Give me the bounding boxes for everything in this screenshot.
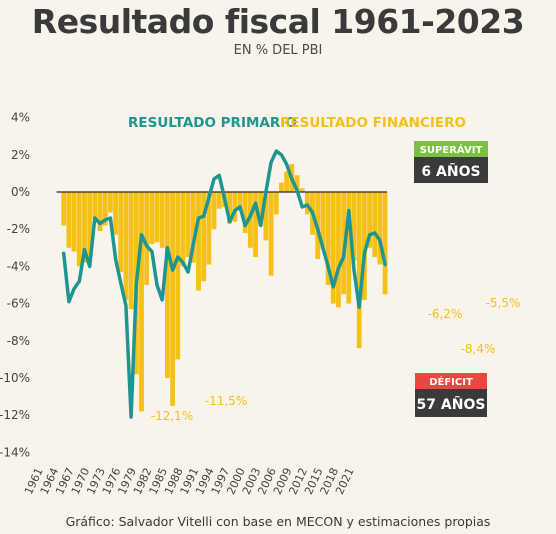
financial-bar	[263, 192, 269, 241]
financial-bar	[201, 192, 207, 282]
annotation-1982: -11,5%	[205, 394, 247, 408]
financial-bar	[206, 192, 212, 265]
financial-bar	[242, 192, 248, 233]
y-tick-label: -12%	[0, 408, 30, 422]
x-axis-ticks: 1961196419671970197319761979198219851988…	[22, 466, 357, 497]
financial-bar	[336, 192, 341, 308]
financial-bar	[299, 188, 305, 192]
financial-bar	[330, 192, 336, 304]
y-axis-ticks: 4% 2% 0% -2% -4% -6% -8% -10% -12% -14%	[0, 111, 30, 460]
financial-bar	[144, 192, 150, 285]
financial-bar	[237, 192, 243, 211]
financial-bar	[107, 192, 113, 213]
financial-bar	[190, 192, 196, 263]
financial-bar	[211, 192, 217, 230]
financial-bar	[273, 192, 279, 215]
financial-bar	[118, 192, 124, 272]
financial-bar	[216, 192, 222, 209]
financial-bar	[159, 192, 165, 248]
financial-bar	[123, 192, 129, 300]
y-tick-label: -14%	[0, 445, 30, 459]
chart-title: Resultado fiscal 1961-2023	[31, 2, 525, 41]
financial-bar	[165, 192, 170, 378]
annotation-2014: -6,2%	[428, 307, 463, 321]
annotations: -12,1% -11,5% -6,2% -8,4% -5,5%	[151, 296, 521, 423]
financial-bar	[66, 192, 72, 248]
superavit-label: SUPERÁVIT	[420, 143, 483, 156]
financial-bar	[304, 192, 310, 215]
financial-bar	[185, 192, 191, 258]
financial-bar	[232, 192, 238, 222]
financial-bar	[346, 192, 352, 304]
financial-bar	[139, 192, 144, 412]
financial-bar	[102, 192, 108, 226]
financial-bar	[71, 192, 77, 252]
deficit-badge: DÉFICIT 57 AÑOS	[415, 373, 487, 417]
annotation-2023: -5,5%	[486, 296, 521, 310]
financial-bar	[87, 192, 93, 259]
financial-bar	[175, 192, 181, 360]
y-tick-label: -4%	[7, 259, 30, 273]
legend-primary: RESULTADO PRIMARIO	[128, 115, 297, 131]
superavit-value: 6 AÑOS	[421, 163, 480, 180]
primary-line-group	[61, 149, 387, 419]
y-tick-label: 0%	[11, 185, 30, 199]
legend-financial: RESULTADO FINANCIERO	[280, 115, 466, 131]
financial-bar	[351, 192, 357, 261]
deficit-value: 57 AÑOS	[417, 396, 486, 413]
financial-bar	[154, 192, 160, 243]
annotation-1976: -12,1%	[151, 409, 193, 423]
financial-bar	[258, 192, 264, 226]
source-note: Gráfico: Salvador Vitelli con base en ME…	[65, 514, 491, 529]
financial-bar	[180, 192, 186, 267]
financial-bar	[320, 192, 326, 250]
financial-bar	[92, 192, 98, 219]
annotation-2016: -8,4%	[461, 342, 496, 356]
financial-bar	[377, 192, 383, 265]
legend: RESULTADO PRIMARIO RESULTADO FINANCIERO	[128, 115, 466, 131]
financial-bar	[382, 192, 388, 295]
y-tick-label: 2%	[11, 148, 30, 162]
financial-bar	[253, 192, 258, 258]
financial-bar	[196, 192, 201, 291]
financial-bar	[268, 192, 274, 276]
financial-bar	[128, 192, 134, 310]
financial-bar	[113, 192, 118, 235]
y-tick-label: -6%	[7, 297, 30, 311]
financial-bar	[279, 182, 284, 192]
y-tick-label: 4%	[11, 111, 30, 125]
financial-bar	[325, 192, 331, 285]
financial-bar	[97, 192, 103, 232]
primary-line	[61, 149, 387, 419]
deficit-label: DÉFICIT	[429, 375, 473, 388]
superavit-badge: SUPERÁVIT 6 AÑOS	[414, 141, 488, 183]
financial-bar	[227, 192, 232, 224]
financial-bar	[149, 192, 155, 245]
financial-bar	[372, 192, 378, 258]
financial-bar	[82, 192, 87, 263]
y-tick-label: -10%	[0, 371, 30, 385]
financial-bar	[367, 192, 372, 248]
financial-bar	[284, 171, 290, 192]
y-tick-label: -2%	[7, 222, 30, 236]
financial-bar	[247, 192, 253, 248]
financial-bar	[356, 192, 362, 349]
financial-bar	[294, 175, 300, 192]
y-tick-label: -8%	[7, 334, 30, 348]
financial-bar	[76, 192, 82, 267]
financial-bar	[361, 192, 367, 300]
financial-bar	[61, 192, 67, 226]
financial-bar	[170, 192, 175, 406]
chart-subtitle: EN % DEL PBI	[233, 43, 323, 58]
